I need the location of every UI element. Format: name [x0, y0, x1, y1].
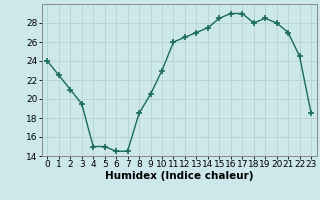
- X-axis label: Humidex (Indice chaleur): Humidex (Indice chaleur): [105, 171, 253, 181]
